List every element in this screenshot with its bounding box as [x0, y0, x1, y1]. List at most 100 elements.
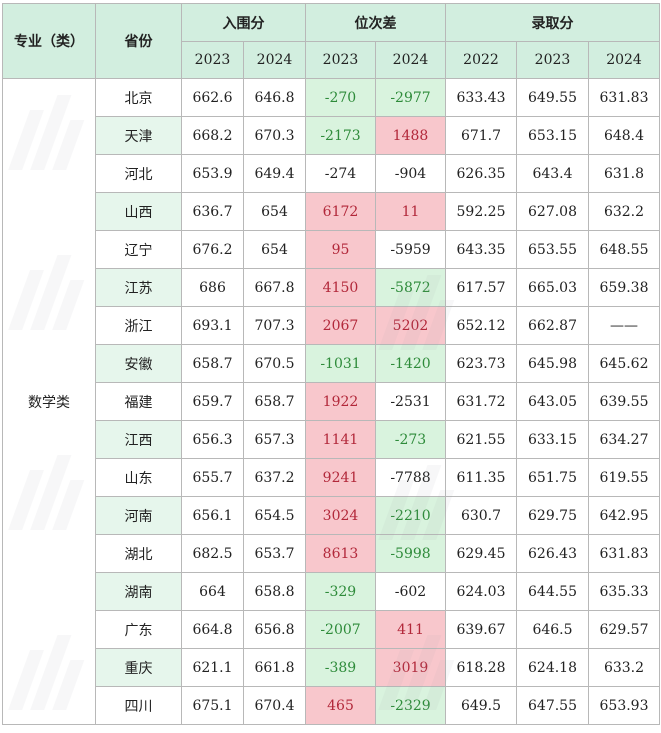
year-header: 2024 [375, 41, 446, 79]
admit-score-cell: 643.4 [516, 154, 589, 193]
rank-diff-cell: -7788 [375, 458, 446, 497]
rank-diff-cell: -5872 [375, 268, 446, 307]
rank-diff-cell: -329 [305, 572, 376, 611]
table-row: 山东 655.7 637.2 9241 -7788 611.35 651.75 619.55 [3, 458, 661, 497]
rank-diff-cell: -2173 [305, 116, 376, 155]
admit-score-cell: 644.55 [516, 572, 589, 611]
admit-score-cell: 649.5 [445, 686, 517, 725]
entry-score-cell: 664 [181, 572, 244, 611]
entry-score-cell: 682.5 [181, 534, 244, 573]
rank-diff-cell: -273 [375, 420, 446, 459]
province-cell: 江西 [95, 420, 182, 459]
rank-diff-cell: 6172 [305, 192, 376, 231]
admit-score-cell: 624.18 [516, 648, 589, 687]
rank-diff-cell: -2210 [375, 496, 446, 535]
major-cell: 数学类 [2, 78, 96, 725]
entry-score-cell: 656.3 [181, 420, 244, 459]
entry-score-cell: 657.3 [243, 420, 306, 459]
entry-score-cell: 654 [243, 192, 306, 231]
admit-score-cell: 630.7 [445, 496, 517, 535]
province-cell: 四川 [95, 686, 182, 725]
admit-score-cell: 626.35 [445, 154, 517, 193]
table-row: 辽宁 676.2 654 95 -5959 643.35 653.55 648.55 [3, 230, 661, 269]
rank-diff-cell: -274 [305, 154, 376, 193]
admit-score-cell: 633.2 [587, 648, 661, 687]
admit-score-cell: 629.57 [587, 610, 661, 649]
entry-score-cell: 621.1 [181, 648, 244, 687]
entry-score-cell: 659.7 [181, 382, 244, 421]
table-row: 山西 636.7 654 6172 11 592.25 627.08 632.2 [3, 192, 661, 231]
table-row: 湖北 682.5 653.7 8613 -5998 629.45 626.43 631.83 [3, 534, 661, 573]
rank-diff-cell: 9241 [305, 458, 376, 497]
admit-score-cell: 642.95 [587, 496, 661, 535]
admit-score-cell: 631.8 [587, 154, 661, 193]
admit-score-cell: 624.03 [445, 572, 517, 611]
admit-score-cell: 623.73 [445, 344, 517, 383]
admit-score-cell: 648.55 [587, 230, 661, 269]
rank-diff-header: 位次差 [305, 3, 446, 42]
province-cell: 辽宁 [95, 230, 182, 269]
rank-diff-cell: 8613 [305, 534, 376, 573]
province-cell: 湖南 [95, 572, 182, 611]
rank-diff-cell: -904 [375, 154, 446, 193]
admit-score-cell: 662.87 [516, 306, 589, 345]
province-header: 省份 [95, 3, 182, 79]
province-cell: 河南 [95, 496, 182, 535]
entry-score-cell: 636.7 [181, 192, 244, 231]
rank-diff-cell: 1141 [305, 420, 376, 459]
admit-score-header: 录取分 [444, 3, 661, 42]
admit-score-cell: 647.55 [516, 686, 589, 725]
rank-diff-cell: 95 [305, 230, 376, 269]
rank-diff-cell: 411 [375, 610, 446, 649]
entry-score-cell: 658.7 [243, 382, 306, 421]
table-row: 河南 656.1 654.5 3024 -2210 630.7 629.75 642.95 [3, 496, 661, 535]
table-row: 江西 656.3 657.3 1141 -273 621.55 633.15 634.27 [3, 420, 661, 459]
year-header: 2023 [305, 41, 376, 79]
province-cell: 广东 [95, 610, 182, 649]
entry-score-cell: 664.8 [181, 610, 244, 649]
province-cell: 安徽 [95, 344, 182, 383]
entry-score-cell: 670.5 [243, 344, 306, 383]
table-row: 四川 675.1 670.4 465 -2329 649.5 647.55 653.93 [3, 686, 661, 725]
province-cell: 北京 [95, 78, 182, 117]
table-row: 浙江 693.1 707.3 2067 5202 652.12 662.87 —— [3, 306, 661, 345]
province-cell: 福建 [95, 382, 182, 421]
province-cell: 山东 [95, 458, 182, 497]
entry-score-cell: 649.4 [243, 154, 306, 193]
table-row: 重庆 621.1 661.8 -389 3019 618.28 624.18 633.2 [3, 648, 661, 687]
entry-score-cell: 658.8 [243, 572, 306, 611]
admit-score-cell: 635.33 [587, 572, 661, 611]
admit-score-cell: 648.4 [587, 116, 661, 155]
rank-diff-cell: -2531 [375, 382, 446, 421]
year-header: 2023 [516, 41, 589, 79]
entry-score-cell: 670.3 [243, 116, 306, 155]
entry-score-cell: 658.7 [181, 344, 244, 383]
entry-score-cell: 662.6 [181, 78, 244, 117]
admit-score-cell: 643.05 [516, 382, 589, 421]
admit-score-cell: 665.03 [516, 268, 589, 307]
admit-score-cell: 639.55 [587, 382, 661, 421]
table-row: 湖南 664 658.8 -329 -602 624.03 644.55 635.33 [3, 572, 661, 611]
table-row: 安徽 658.7 670.5 -1031 -1420 623.73 645.98 645.62 [3, 344, 661, 383]
rank-diff-cell: 11 [375, 192, 446, 231]
admit-score-cell: 631.83 [587, 78, 661, 117]
entry-score-header: 入围分 [181, 3, 306, 42]
admit-score-cell: 645.62 [587, 344, 661, 383]
rank-diff-cell: -2329 [375, 686, 446, 725]
entry-score-cell: 661.8 [243, 648, 306, 687]
entry-score-cell: 670.4 [243, 686, 306, 725]
rank-diff-cell: -602 [375, 572, 446, 611]
year-header: 2022 [445, 41, 517, 79]
entry-score-cell: 676.2 [181, 230, 244, 269]
admit-score-cell: 651.75 [516, 458, 589, 497]
admit-score-cell: 627.08 [516, 192, 589, 231]
rank-diff-cell: 2067 [305, 306, 376, 345]
table-row: 江苏 686 667.8 4150 -5872 617.57 665.03 659.38 [3, 268, 661, 307]
rank-diff-cell: 1488 [375, 116, 446, 155]
admit-score-cell: 621.55 [445, 420, 517, 459]
rank-diff-cell: 5202 [375, 306, 446, 345]
rank-diff-cell: 1922 [305, 382, 376, 421]
rank-diff-cell: 3019 [375, 648, 446, 687]
admit-score-cell: 643.35 [445, 230, 517, 269]
year-header: 2023 [181, 41, 244, 79]
